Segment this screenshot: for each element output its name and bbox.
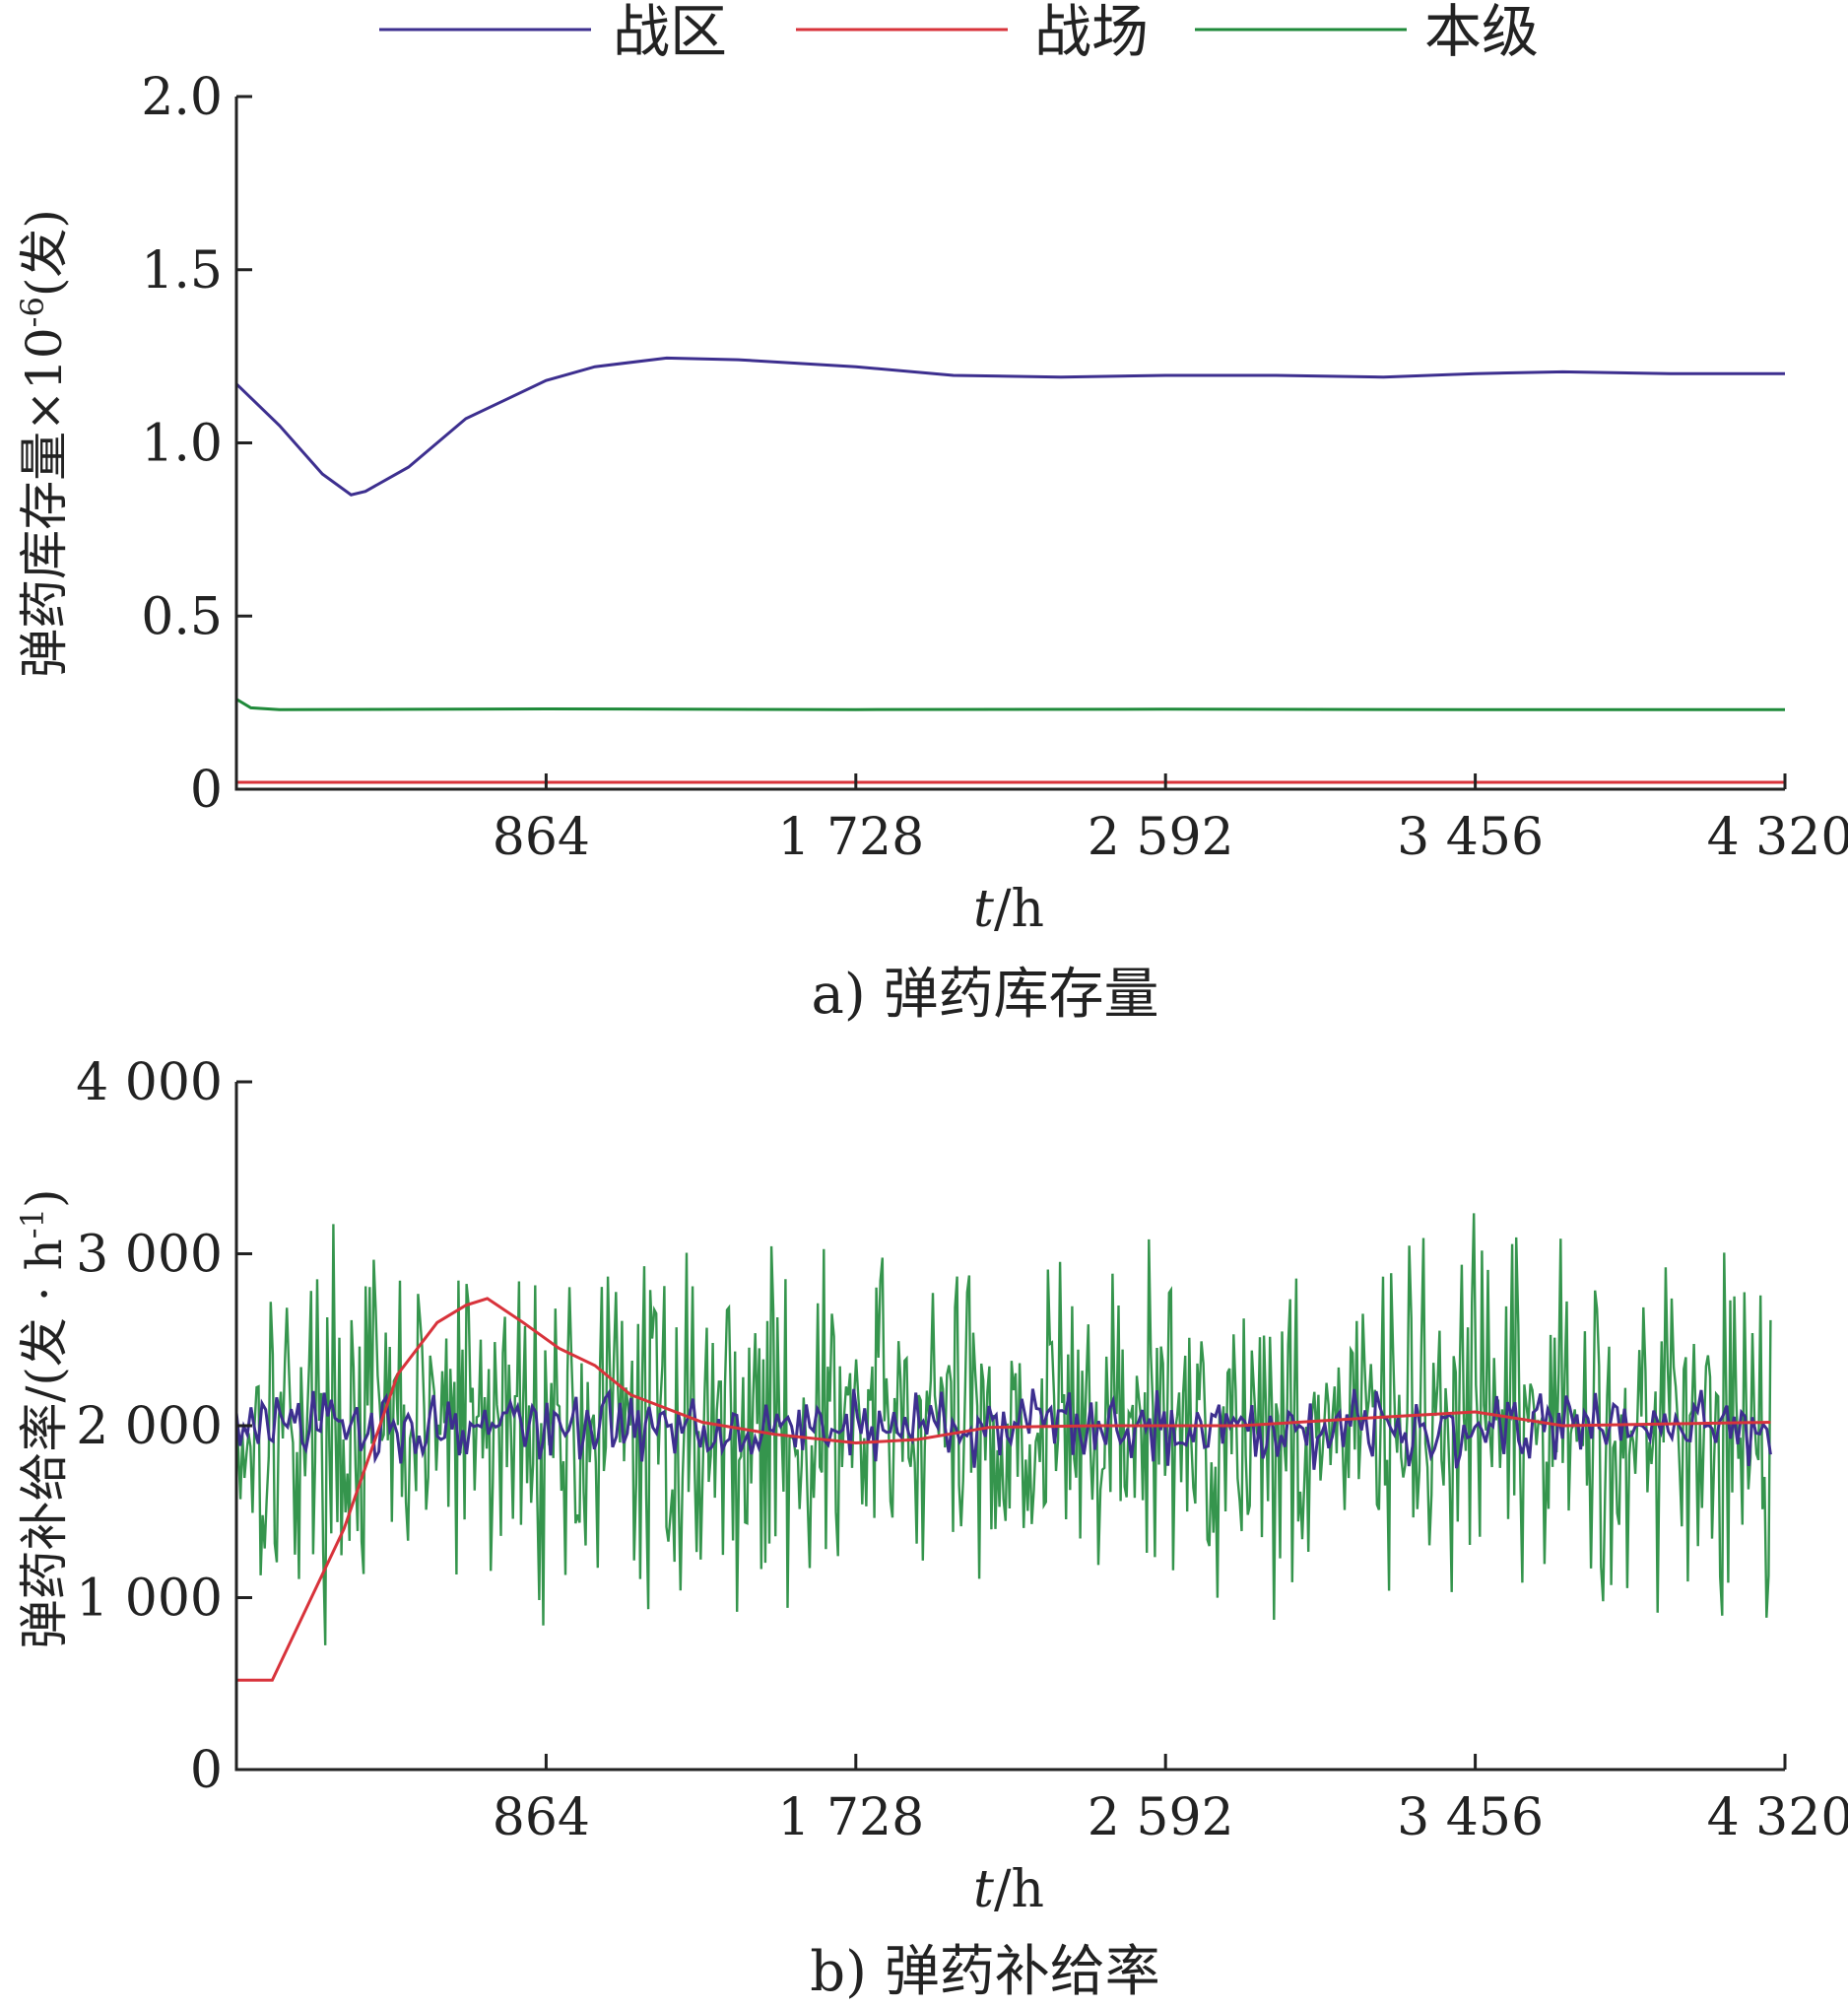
legend-label-theater: 战区 <box>613 0 727 65</box>
chart-b-ylabel: 弹药补给率/(发 · h-1) <box>14 1189 73 1649</box>
legend-label-level: 本级 <box>1424 0 1539 65</box>
chart-a-xtick-label: 1 728 <box>777 808 924 867</box>
chart-b-ytick-labels: 0 1 000 2 000 3 000 4 000 <box>76 1053 223 1800</box>
chart-a-ytick-label: 0.5 <box>141 587 223 646</box>
chart-a-xtick-label: 2 592 <box>1088 808 1234 867</box>
chart-b-xlabel: t/h <box>973 1860 1044 1919</box>
chart-b-series <box>234 1213 1772 1682</box>
chart-a-caption: a) 弹药库存量 <box>811 963 1158 1027</box>
chart-b-series-noise <box>234 1387 1772 1470</box>
chart-b-xtick-label: 3 456 <box>1397 1788 1544 1847</box>
chart-a-ytick-label: 1.0 <box>141 415 223 474</box>
chart-a-ytick-label: 1.5 <box>141 241 223 301</box>
chart-a-xtick-label: 864 <box>493 808 590 867</box>
chart-a-series-line <box>234 356 1785 497</box>
chart-b-ytick-label: 4 000 <box>76 1053 223 1112</box>
chart-a-ticks <box>236 95 1787 791</box>
chart-a-series-line <box>235 698 1785 711</box>
chart-b: 0 1 000 2 000 3 000 4 000 864 1 728 2 592 3 456… <box>14 1053 1848 2004</box>
chart-a-series <box>234 356 1785 784</box>
chart-b-ytick-label: 0 <box>190 1741 223 1800</box>
chart-b-xtick-label: 864 <box>493 1788 590 1847</box>
chart-a-ylabel: 弹药库存量×10-6(发) <box>14 209 73 678</box>
chart-a-ytick-labels: 0 0.5 1.0 1.5 2.0 <box>141 68 223 820</box>
chart-a-xtick-labels: 864 1 728 2 592 3 456 4 320 <box>493 808 1848 867</box>
chart-b-ticks <box>236 1080 1787 1772</box>
chart-a-ytick-label: 0 <box>190 761 223 820</box>
chart-a-xtick-label: 4 320 <box>1707 808 1848 867</box>
chart-b-xtick-label: 2 592 <box>1088 1788 1234 1847</box>
chart-b-ytick-label: 2 000 <box>76 1397 223 1456</box>
chart-b-xtick-labels: 864 1 728 2 592 3 456 4 320 <box>493 1788 1848 1847</box>
legend: 战区 战场 本级 <box>379 0 1539 65</box>
chart-b-ytick-label: 3 000 <box>76 1226 223 1285</box>
chart-a-ytick-label: 2.0 <box>141 68 223 127</box>
chart-b-caption: b) 弹药补给率 <box>810 1940 1160 2004</box>
chart-a: 0 0.5 1.0 1.5 2.0 864 1 728 2 592 3 456 4 320 弹药… <box>14 68 1848 1027</box>
chart-b-series-line <box>236 1297 1771 1682</box>
chart-a-axes <box>234 97 1785 791</box>
chart-b-xtick-label: 1 728 <box>777 1788 924 1847</box>
legend-label-battlefield: 战场 <box>1034 0 1149 65</box>
chart-b-xtick-label: 4 320 <box>1707 1788 1848 1847</box>
chart-b-ytick-label: 1 000 <box>76 1570 223 1629</box>
chart-a-xtick-label: 3 456 <box>1397 808 1544 867</box>
chart-a-xlabel: t/h <box>973 880 1044 939</box>
